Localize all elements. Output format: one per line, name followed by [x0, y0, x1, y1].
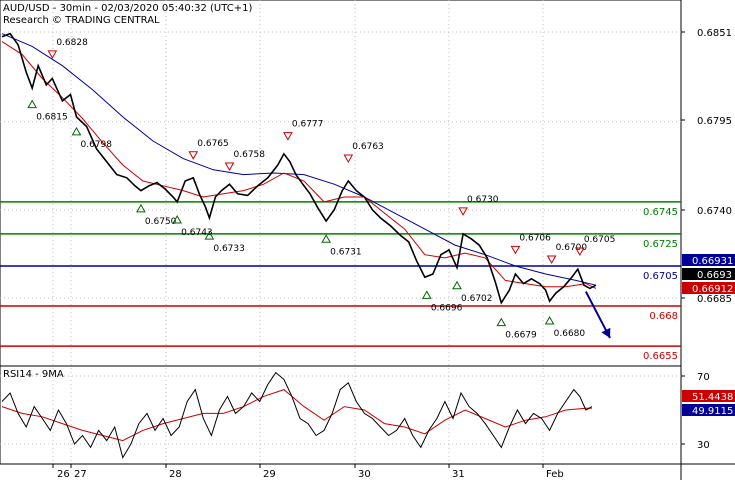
price-axis: 0.6851 0.6795 0.6740 0.6685 — [681, 28, 732, 305]
forecast-arrow-head — [601, 327, 611, 339]
swing-high-marker — [283, 132, 293, 141]
swing-low-label: 0.6702 — [461, 294, 493, 304]
rsi-value-tag — [682, 404, 735, 416]
swing-low-marker — [452, 280, 462, 290]
swing-high-label: 0.6763 — [352, 142, 384, 152]
rsi-value-tag-text: 49.9115 — [692, 406, 733, 417]
chart-source: Research © TRADING CENTRAL — [3, 15, 160, 26]
level-label: 0.668 — [649, 311, 678, 322]
x-tick-label: 31 — [452, 469, 465, 480]
swing-high-label: 0.6828 — [56, 38, 88, 48]
swing-high-marker — [574, 247, 585, 256]
swing-high-marker — [224, 162, 235, 172]
rsi-title: RSI14 - 9MA — [3, 369, 64, 380]
level-label: 0.6655 — [643, 351, 678, 362]
last-price-tag — [682, 268, 735, 280]
swing-low-label: 0.6743 — [181, 228, 213, 238]
x-axis: 26 27 28 29 30 31 Feb — [52, 464, 564, 480]
swing-high-label: 0.6730 — [467, 195, 499, 205]
current-price-tags: 0.66931 0.6693 0.66912 — [682, 254, 735, 295]
swing-low-marker — [496, 317, 507, 327]
swing-high-marker — [458, 207, 468, 216]
swing-low-label: 0.6680 — [554, 329, 586, 339]
swing-high-label: 0.6777 — [292, 120, 324, 130]
swing-high-marker — [510, 245, 521, 255]
rsi-tick-label: 30 — [697, 440, 710, 451]
rsi-line — [1, 371, 593, 459]
levels-layer: 0.6745 0.6725 0.6705 0.668 0.6655 — [0, 201, 681, 362]
swing-high-marker — [47, 50, 58, 59]
swing-low-marker — [27, 99, 38, 109]
swing-low-marker — [136, 203, 146, 213]
ma-fast-price-tag-text: 0.66912 — [692, 284, 733, 295]
price-tick-label: 0.6685 — [697, 294, 732, 305]
level-label: 0.6745 — [643, 207, 678, 218]
swing-low-label: 0.6815 — [36, 113, 67, 123]
swing-high-label: 0.6700 — [556, 243, 588, 253]
x-tick-label: 30 — [358, 469, 371, 480]
swing-high-marker — [546, 255, 557, 264]
ma-slow-price-tag-text: 0.66931 — [692, 256, 733, 267]
rsi-ma-value-tag-text: 51.4438 — [692, 392, 733, 403]
price-line — [1, 32, 597, 305]
x-tick-label: 27 — [74, 469, 87, 480]
swing-low-label: 0.6696 — [431, 303, 463, 313]
swing-low-marker — [71, 126, 82, 136]
swing-high-label: 0.6765 — [197, 139, 229, 149]
price-tick-label: 0.6795 — [697, 116, 732, 127]
swing-high-marker — [343, 154, 354, 164]
swing-low-marker — [544, 316, 555, 325]
ma-fast-price-tag — [682, 282, 735, 294]
markers-layer: 0.6828 0.6815 0.6798 0.6750 0.6743 0.6765 0.67… — [27, 38, 616, 341]
x-tick-label: 28 — [169, 469, 182, 480]
ma-slow-line — [1, 33, 597, 286]
swing-low-label: 0.6798 — [80, 140, 112, 150]
swing-low-marker — [321, 234, 332, 243]
swing-low-label: 0.6733 — [213, 244, 245, 254]
rsi-ma-value-tag — [682, 390, 735, 402]
swing-high-label: 0.6705 — [584, 235, 616, 245]
ma-fast-line — [1, 41, 597, 289]
x-tick-label: 29 — [263, 469, 276, 480]
series-layer — [1, 32, 611, 339]
price-panel-frame — [0, 0, 682, 367]
price-tick-label: 0.6740 — [697, 206, 732, 217]
rsi-tick-label: 70 — [697, 372, 710, 383]
ma-slow-price-tag — [682, 254, 735, 266]
last-price-tag-text: 0.6693 — [697, 270, 732, 281]
level-label: 0.6725 — [643, 239, 678, 250]
level-label: 0.6705 — [643, 271, 678, 282]
swing-high-label: 0.6706 — [519, 233, 551, 243]
swing-low-marker — [421, 290, 432, 299]
swing-high-marker — [188, 151, 199, 160]
price-tick-label: 0.6851 — [697, 28, 732, 39]
x-tick-label: 26 — [57, 469, 70, 480]
swing-low-label: 0.6731 — [330, 247, 362, 257]
rsi-panel-frame — [0, 365, 682, 465]
x-tick-label: Feb — [546, 469, 564, 480]
swing-high-label: 0.6758 — [234, 150, 266, 160]
chart-title: AUD/USD - 30min - 02/03/2020 05:40:32 (U… — [3, 3, 252, 14]
grid-layer — [0, 0, 681, 464]
swing-low-label: 0.6750 — [145, 217, 177, 227]
swing-low-marker — [172, 215, 183, 224]
swing-low-marker — [204, 231, 215, 240]
rsi-axis: 70 30 51.4438 49.9115 — [681, 372, 735, 451]
rsi-layer — [1, 371, 593, 459]
swing-low-label: 0.6679 — [505, 331, 537, 341]
